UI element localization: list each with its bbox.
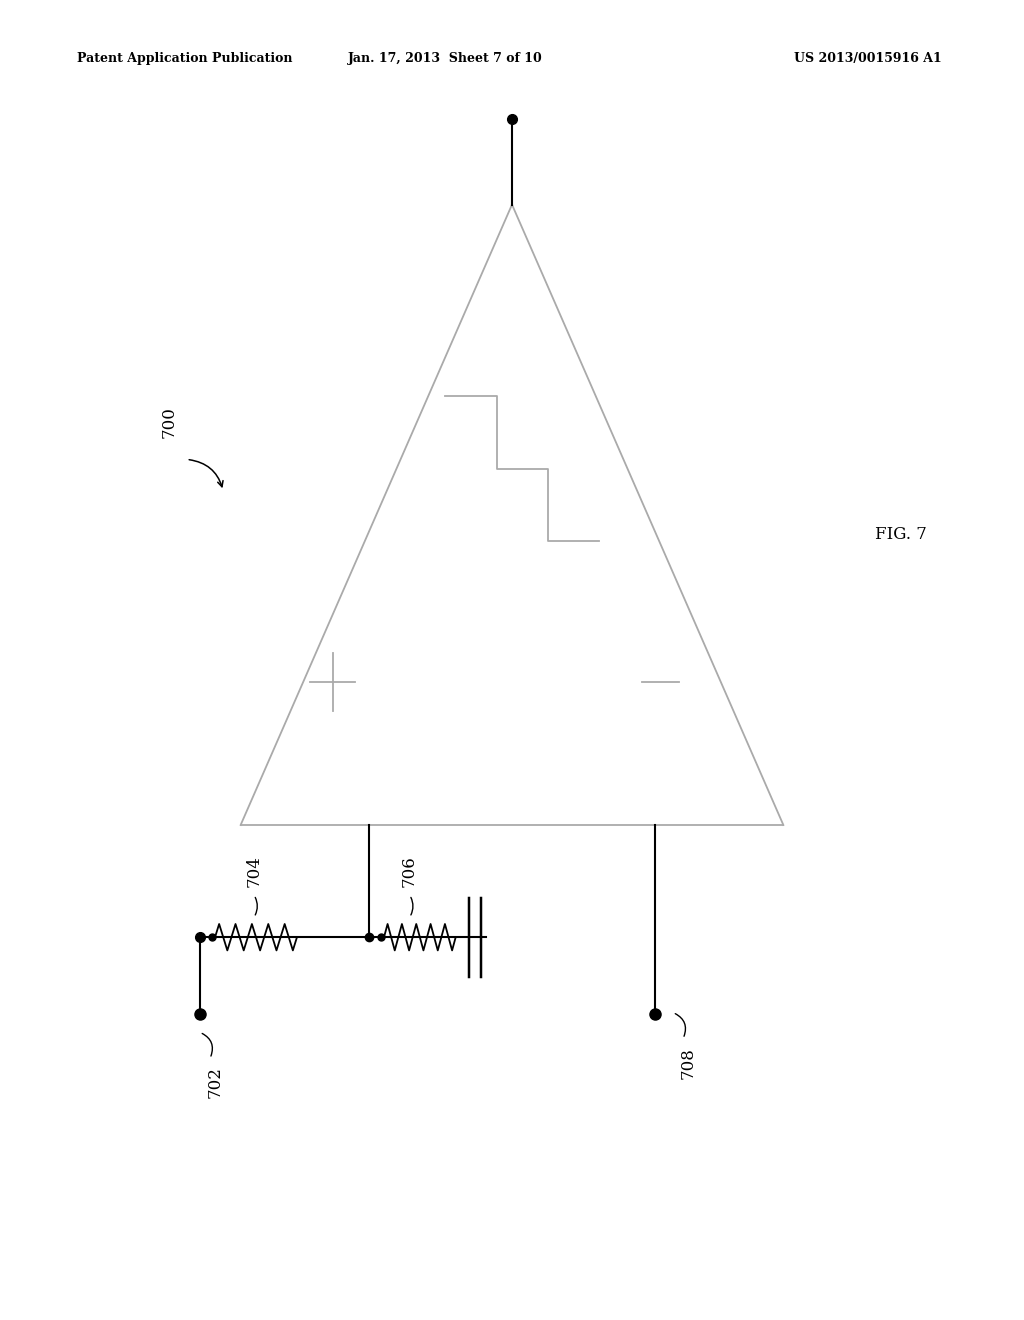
FancyArrowPatch shape (255, 898, 257, 915)
FancyArrowPatch shape (675, 1014, 685, 1036)
Text: Patent Application Publication: Patent Application Publication (77, 51, 292, 65)
Text: 702: 702 (207, 1067, 223, 1098)
FancyArrowPatch shape (189, 459, 223, 487)
Text: Jan. 17, 2013  Sheet 7 of 10: Jan. 17, 2013 Sheet 7 of 10 (348, 51, 543, 65)
FancyArrowPatch shape (411, 898, 413, 915)
Text: 708: 708 (680, 1047, 696, 1078)
Text: 704: 704 (246, 855, 262, 887)
Text: US 2013/0015916 A1: US 2013/0015916 A1 (795, 51, 942, 65)
Text: FIG. 7: FIG. 7 (876, 527, 927, 543)
Text: 700: 700 (161, 407, 177, 438)
Text: 706: 706 (401, 855, 418, 887)
FancyArrowPatch shape (202, 1034, 212, 1056)
